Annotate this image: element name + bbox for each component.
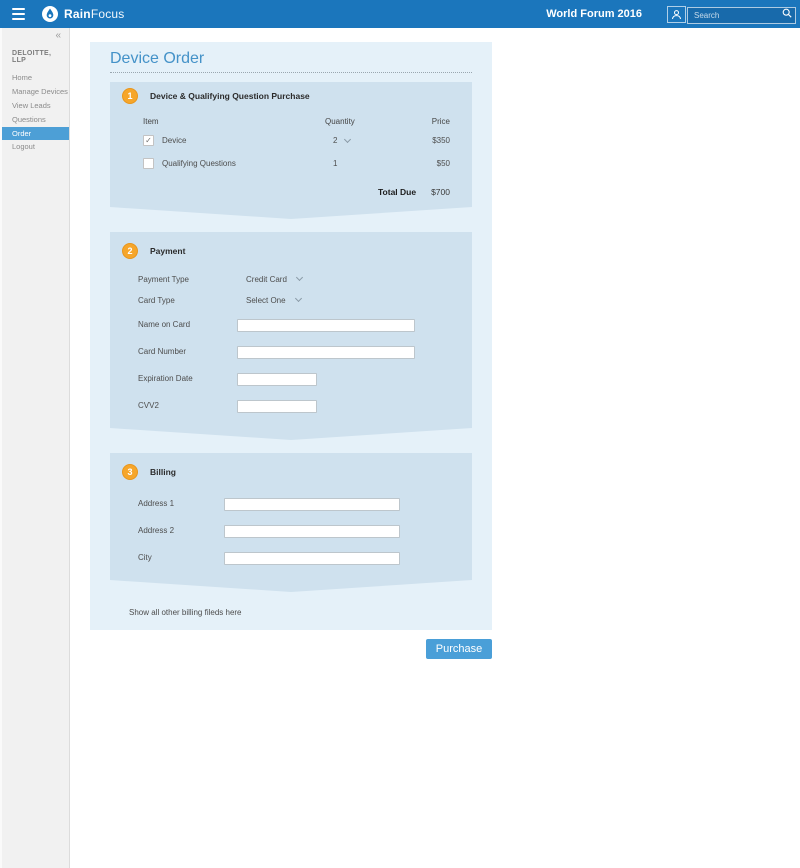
sidebar-item-view-leads[interactable]: View Leads: [12, 101, 51, 110]
topbar-right-group: World Forum 2016: [546, 5, 796, 24]
qualifying-questions-price: $50: [436, 159, 450, 168]
header-quantity: Quantity: [325, 116, 355, 126]
company-name: DELOITTE, LLP: [12, 50, 52, 64]
divider: [110, 72, 472, 73]
checkmark-icon: ✓: [145, 136, 152, 145]
card-number-label: Card Number: [138, 346, 187, 356]
name-on-card-row: Name on Card: [138, 315, 450, 333]
name-on-card-input[interactable]: [237, 319, 415, 332]
card-type-value: Select One: [246, 295, 286, 305]
section-purchase-dip: [110, 207, 472, 219]
page-title: Device Order: [110, 50, 205, 67]
button-row: Purchase: [90, 639, 492, 659]
device-checkbox[interactable]: ✓: [143, 135, 154, 146]
device-quantity-value: 2: [333, 136, 338, 145]
sidebar-item-manage-devices[interactable]: Manage Devices: [12, 87, 68, 96]
cvv2-label: CVV2: [138, 400, 159, 410]
expiration-date-label: Expiration Date: [138, 373, 193, 383]
device-price: $350: [432, 136, 450, 145]
card-type-row: Card Type Select One: [138, 294, 450, 306]
payment-type-row: Payment Type Credit Card: [138, 273, 450, 285]
cvv2-row: CVV2: [138, 396, 450, 414]
table-row-qualifying-questions: Qualifying Questions 1 $50: [143, 152, 450, 175]
chevron-down-icon: [295, 273, 303, 282]
collapse-sidebar-icon[interactable]: «: [55, 30, 61, 41]
section-purchase-title: Device & Qualifying Question Purchase: [150, 91, 310, 101]
step-1-badge: 1: [122, 88, 138, 104]
address-2-row: Address 2: [138, 521, 450, 539]
total-due-row: Total Due $700: [110, 187, 450, 197]
address-1-label: Address 1: [138, 498, 175, 508]
expiration-date-input[interactable]: [237, 373, 317, 386]
address-1-row: Address 1: [138, 494, 450, 512]
sidebar: « DELOITTE, LLP Home Manage Devices View…: [0, 28, 70, 868]
address-1-input[interactable]: [224, 498, 400, 511]
card-type-select[interactable]: Select One: [237, 294, 450, 305]
sidebar-item-questions[interactable]: Questions: [12, 115, 46, 124]
name-on-card-label: Name on Card: [138, 319, 191, 329]
brand-name: RainFocus: [64, 7, 125, 21]
city-input[interactable]: [224, 552, 400, 565]
chevron-down-icon: [344, 135, 352, 143]
rainfocus-drop-icon: [42, 6, 58, 22]
payment-type-value: Credit Card: [246, 274, 287, 284]
table-header-row: Item Quantity Price: [143, 113, 450, 129]
section-payment-header: 2 Payment: [122, 243, 450, 259]
brand-bold: Rain: [64, 7, 91, 21]
total-due-value: $700: [431, 187, 450, 197]
table-row-device: ✓ Device 2 $350: [143, 129, 450, 152]
qualifying-questions-checkbox[interactable]: [143, 158, 154, 169]
menu-icon[interactable]: [12, 8, 25, 20]
rainfocus-logo[interactable]: RainFocus: [42, 6, 125, 22]
purchase-button[interactable]: Purchase: [426, 639, 492, 659]
qualifying-questions-quantity: 1: [325, 159, 417, 168]
city-label: City: [138, 552, 152, 562]
order-form-container: Device Order 1 Device & Qualifying Quest…: [90, 42, 492, 630]
total-due-label: Total Due: [377, 187, 417, 197]
sidebar-item-order[interactable]: Order: [2, 127, 69, 140]
section-billing: 3 Billing Address 1 Address 2 City: [110, 453, 472, 580]
device-quantity-select[interactable]: 2: [325, 135, 417, 145]
purchase-table: Item Quantity Price ✓ Device 2 $350: [143, 113, 450, 175]
brand-light: Focus: [90, 7, 125, 21]
section-payment-dip: [110, 428, 472, 440]
section-payment-title: Payment: [150, 246, 186, 256]
header-item: Item: [143, 116, 159, 126]
address-2-input[interactable]: [224, 525, 400, 538]
city-row: City: [138, 548, 450, 566]
search-icon[interactable]: [782, 8, 792, 18]
section-payment: 2 Payment Payment Type Credit Card Card …: [110, 232, 472, 428]
section-purchase: 1 Device & Qualifying Question Purchase …: [110, 82, 472, 207]
account-icon[interactable]: [667, 5, 686, 23]
billing-fields-note: Show all other billing fileds here: [129, 608, 242, 617]
top-navigation-bar: RainFocus World Forum 2016: [0, 0, 800, 28]
card-type-label: Card Type: [138, 295, 175, 305]
search-box: [687, 5, 796, 24]
main-content: Device Order 1 Device & Qualifying Quest…: [90, 28, 800, 659]
section-purchase-header: 1 Device & Qualifying Question Purchase: [110, 88, 472, 104]
section-billing-dip: [110, 580, 472, 592]
payment-type-select[interactable]: Credit Card: [237, 273, 450, 284]
payment-type-label: Payment Type: [138, 274, 189, 284]
qualifying-questions-quantity-value: 1: [333, 159, 338, 168]
step-2-badge: 2: [122, 243, 138, 259]
sidebar-item-logout[interactable]: Logout: [12, 142, 35, 151]
search-input[interactable]: [687, 6, 796, 24]
card-number-row: Card Number: [138, 342, 450, 360]
step-3-badge: 3: [122, 464, 138, 480]
card-number-input[interactable]: [237, 346, 415, 359]
header-price: Price: [431, 116, 450, 126]
expiration-date-row: Expiration Date: [138, 369, 450, 387]
cvv2-input[interactable]: [237, 400, 317, 413]
chevron-down-icon: [294, 294, 302, 303]
search-group: [667, 5, 796, 24]
device-item-label: Device: [162, 136, 187, 145]
section-billing-header: 3 Billing: [122, 464, 450, 480]
section-billing-title: Billing: [150, 467, 176, 477]
address-2-label: Address 2: [138, 525, 175, 535]
qualifying-questions-item-label: Qualifying Questions: [162, 159, 236, 168]
event-title: World Forum 2016: [546, 8, 642, 20]
sidebar-item-home[interactable]: Home: [12, 73, 33, 82]
